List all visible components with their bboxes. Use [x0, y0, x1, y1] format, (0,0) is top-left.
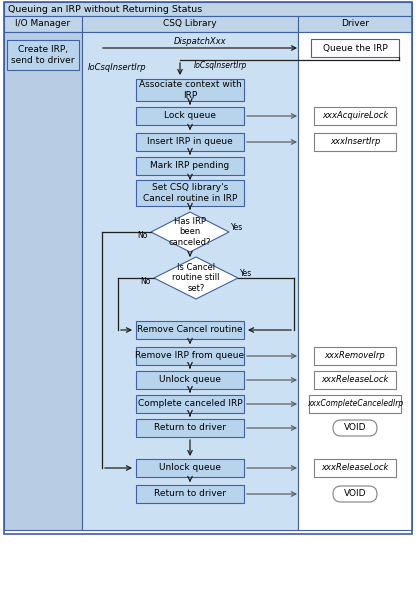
Text: Create IRP,
send to driver: Create IRP, send to driver	[11, 45, 75, 65]
Bar	[136, 133, 244, 151]
Text: Mark IRP pending: Mark IRP pending	[150, 162, 230, 170]
Text: Yes: Yes	[231, 224, 243, 232]
Bar	[7, 40, 79, 70]
Bar	[82, 16, 298, 32]
Bar	[136, 371, 244, 389]
Text: IoCsqInsertIrp: IoCsqInsertIrp	[193, 61, 247, 70]
Bar	[136, 321, 244, 339]
Text: IoCsqInsertIrp: IoCsqInsertIrp	[88, 63, 146, 72]
Text: Insert IRP in queue: Insert IRP in queue	[147, 138, 233, 147]
Bar	[82, 32, 298, 530]
Text: CSQ Library: CSQ Library	[163, 20, 217, 29]
Text: xxxRemoveIrp: xxxRemoveIrp	[324, 352, 385, 361]
Polygon shape	[151, 212, 229, 252]
Bar	[4, 16, 82, 32]
Text: Yes: Yes	[240, 269, 252, 278]
Text: Unlock queue: Unlock queue	[159, 375, 221, 384]
Bar	[4, 2, 412, 534]
Bar	[4, 2, 412, 16]
Text: No: No	[138, 231, 148, 240]
Bar	[314, 133, 396, 151]
Bar	[314, 371, 396, 389]
Polygon shape	[154, 257, 238, 299]
Text: Set CSQ library's
Cancel routine in IRP: Set CSQ library's Cancel routine in IRP	[143, 184, 237, 203]
Text: Driver: Driver	[341, 20, 369, 29]
Bar	[136, 419, 244, 437]
Text: Return to driver: Return to driver	[154, 489, 226, 498]
Text: xxxReleaseLock: xxxReleaseLock	[321, 375, 389, 384]
Bar	[298, 32, 412, 530]
Text: Unlock queue: Unlock queue	[159, 464, 221, 473]
Bar	[136, 180, 244, 206]
Text: I/O Manager: I/O Manager	[15, 20, 71, 29]
Bar	[4, 32, 82, 530]
Bar	[309, 395, 401, 413]
Text: Has IRP
been
canceled?: Has IRP been canceled?	[169, 217, 211, 247]
Text: xxxReleaseLock: xxxReleaseLock	[321, 464, 389, 473]
Bar	[136, 347, 244, 365]
Text: DispatchXxx: DispatchXxx	[174, 37, 226, 46]
Bar	[136, 107, 244, 125]
Text: Complete canceled IRP: Complete canceled IRP	[138, 399, 242, 408]
Text: Remove IRP from queue: Remove IRP from queue	[136, 352, 245, 361]
Text: VOID: VOID	[344, 489, 366, 498]
Text: Remove Cancel routine: Remove Cancel routine	[137, 325, 243, 334]
Bar	[314, 107, 396, 125]
Bar	[314, 459, 396, 477]
Text: xxxInsertIrp: xxxInsertIrp	[330, 138, 380, 147]
Text: Queue the IRP: Queue the IRP	[323, 44, 387, 52]
Bar	[298, 16, 412, 32]
Text: xxxCompleteCanceledIrp: xxxCompleteCanceledIrp	[307, 399, 403, 408]
Bar	[314, 347, 396, 365]
Text: Associate context with
IRP: Associate context with IRP	[139, 80, 241, 100]
Text: Is Cancel
routine still
set?: Is Cancel routine still set?	[172, 263, 220, 293]
Bar	[136, 485, 244, 503]
Bar	[136, 459, 244, 477]
Bar	[311, 39, 399, 57]
FancyBboxPatch shape	[333, 420, 377, 436]
Text: xxxAcquireLock: xxxAcquireLock	[322, 111, 388, 120]
Bar	[136, 395, 244, 413]
Text: Lock queue: Lock queue	[164, 111, 216, 120]
Bar	[136, 157, 244, 175]
FancyBboxPatch shape	[333, 486, 377, 502]
Text: No: No	[141, 277, 151, 285]
Text: Queuing an IRP without Returning Status: Queuing an IRP without Returning Status	[8, 5, 202, 14]
Text: Return to driver: Return to driver	[154, 424, 226, 433]
Text: VOID: VOID	[344, 424, 366, 433]
Bar	[136, 79, 244, 101]
